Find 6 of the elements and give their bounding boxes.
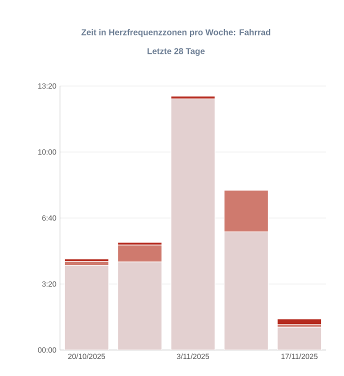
bar [64, 265, 109, 350]
chart-subtitle: Letzte 28 Tage [148, 48, 205, 56]
bar [277, 326, 322, 350]
bar [277, 318, 322, 325]
chart-title: Zeit in Herzfrequenzzonen pro Woche: Fahrrad [81, 29, 270, 37]
bar [170, 98, 216, 350]
